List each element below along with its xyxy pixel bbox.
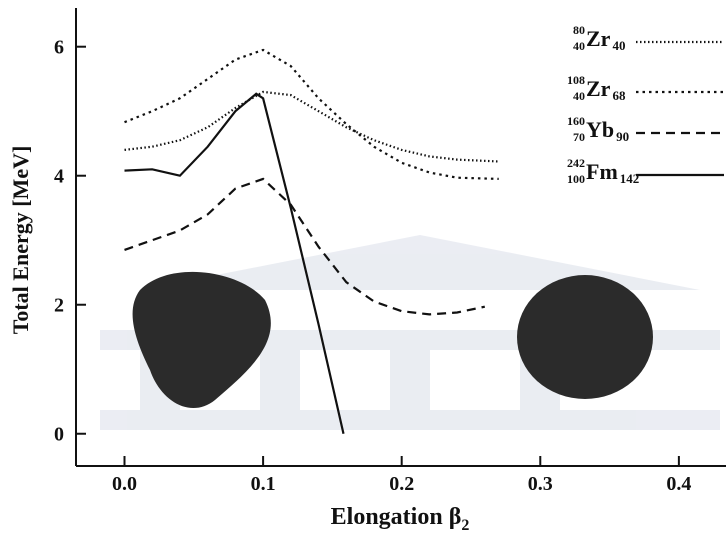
- legend-symbol: Fm: [586, 159, 618, 184]
- series-line: [124, 92, 345, 434]
- legend-neutron-number: 68: [612, 88, 626, 103]
- x-tick-label: 0.0: [112, 473, 137, 495]
- legend-atomic-number: 70: [573, 130, 585, 144]
- y-tick-label: 0: [54, 424, 64, 446]
- x-tick-label: 0.2: [389, 473, 414, 495]
- legend-atomic-number: 40: [573, 89, 585, 103]
- legend-entry: 160 70 Yb 90: [567, 114, 724, 144]
- legend-mass-number: 108: [567, 73, 585, 87]
- plot-area: [124, 48, 499, 434]
- shape-image: [132, 271, 271, 409]
- x-tick-label: 0.3: [528, 473, 553, 495]
- legend-entry: 80 40 Zr 40: [573, 23, 724, 53]
- legend-neutron-number: 90: [616, 129, 629, 144]
- x-axis-label-text: Elongation β: [331, 504, 462, 530]
- legend-entry: 242 100 Fm 142: [567, 156, 724, 186]
- legend-atomic-number: 100: [567, 172, 585, 186]
- x-axis-label-subscript: 2: [461, 517, 469, 534]
- legend-symbol: Zr: [586, 76, 611, 101]
- x-tick-label: 0.1: [251, 473, 276, 495]
- legend-neutron-number: 142: [620, 171, 640, 186]
- legend-atomic-number: 40: [573, 39, 585, 53]
- legend-mass-number: 80: [573, 23, 585, 37]
- legend-symbol: Yb: [586, 117, 614, 142]
- shape-image: [517, 275, 653, 399]
- y-tick-label: 6: [54, 37, 64, 59]
- legend-entry: 108 40 Zr 68: [567, 73, 724, 103]
- legend-symbol: Zr: [586, 26, 611, 51]
- series-line: [124, 177, 486, 316]
- legend-mass-number: 242: [567, 156, 585, 170]
- y-axis-label: Total Energy [MeV]: [8, 146, 33, 335]
- legend-mass-number: 160: [567, 114, 585, 128]
- y-tick-label: 4: [54, 166, 64, 188]
- series-line: [124, 90, 499, 163]
- series-line: [124, 48, 499, 180]
- x-axis-label: Elongation β2: [331, 504, 470, 534]
- y-tick-label: 2: [54, 295, 64, 317]
- x-tick-label: 0.4: [666, 473, 691, 495]
- legend-neutron-number: 40: [612, 38, 625, 53]
